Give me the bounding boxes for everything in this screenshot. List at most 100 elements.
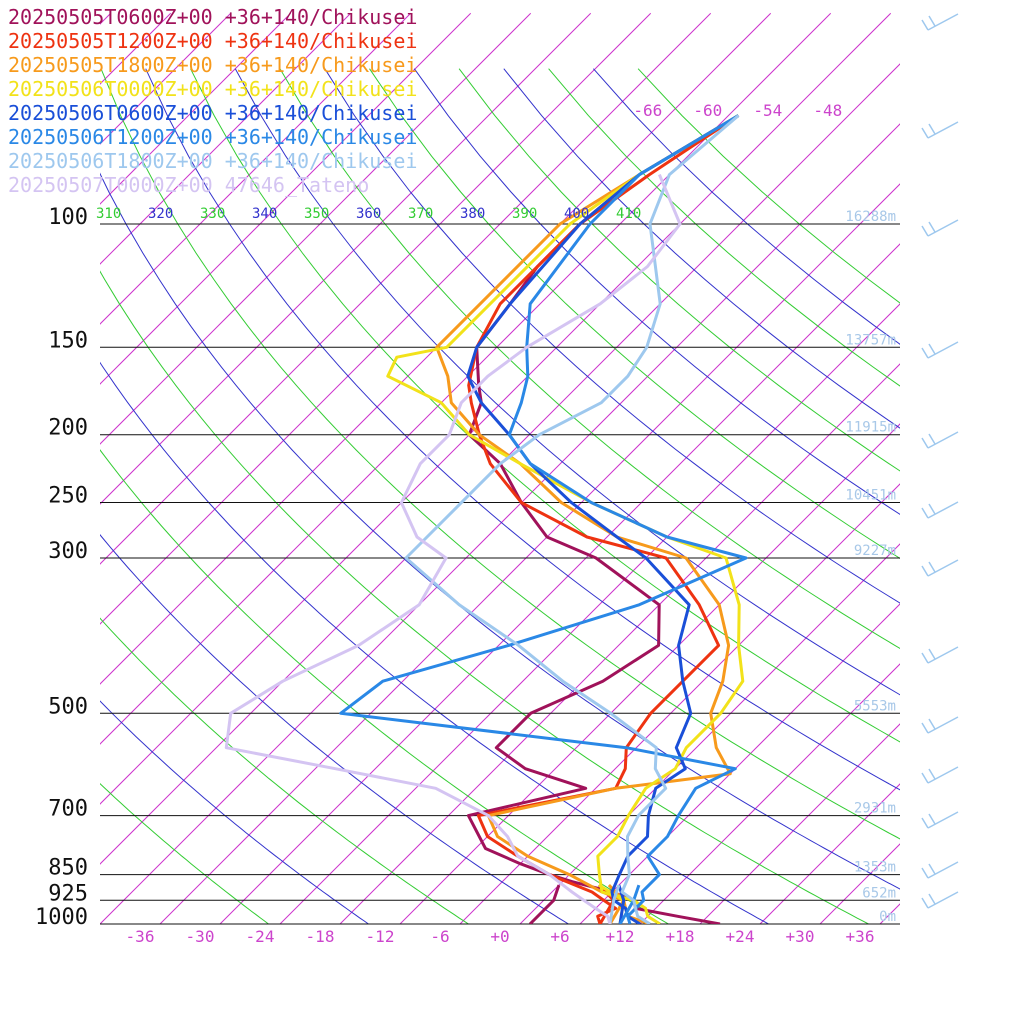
temperature-profile-line: [339, 114, 748, 924]
theta-label: 340: [252, 206, 277, 222]
upper-isotherm-label: -54: [753, 101, 782, 120]
dry-adiabat-line: [100, 361, 770, 924]
dry-adiabat-line: [458, 68, 900, 472]
temperature-profile-line: [386, 114, 745, 924]
theta-label: 310: [96, 206, 121, 222]
upper-isotherm-label: -48: [813, 101, 842, 120]
pressure-label: 700: [48, 797, 88, 822]
dewpoint-profile-line: [608, 884, 621, 924]
isobar-lines: [100, 223, 900, 925]
legend-entry: 20250506T0000Z+00 +36+140/Chikusei: [8, 77, 417, 101]
isotherm-line: [100, 12, 772, 685]
dry-adiabat-line: [100, 449, 670, 924]
dry-adiabat-line: [593, 68, 900, 345]
temperature-tick-label: -6: [430, 927, 449, 946]
legend-entry: 20250507T0000Z+00 47646_Tateno: [8, 173, 369, 197]
isotherm-line: [100, 12, 532, 445]
isotherm-line: [879, 903, 900, 924]
dry-adiabat-line: [324, 68, 900, 604]
dry-adiabat-line: [190, 68, 900, 743]
dry-adiabat-line: [100, 68, 900, 840]
theta-label: 370: [408, 206, 433, 222]
dry-adiabat-line: [100, 617, 470, 924]
legend-entry: 20250505T1800Z+00 +36+140/Chikusei: [8, 53, 417, 77]
temperature-tick-label: -18: [306, 927, 335, 946]
legend-entry: 20250506T0600Z+00 +36+140/Chikusei: [8, 101, 417, 125]
isotherm-line: [519, 543, 900, 924]
pressure-label: 1000: [35, 905, 88, 930]
height-label: 10451m: [845, 488, 896, 504]
pressure-label: 100: [48, 205, 88, 230]
dry-adiabat-line: [145, 68, 900, 791]
pressure-label: 300: [48, 539, 88, 564]
temperature-tick-label: +36: [846, 927, 875, 946]
isotherm-line: [100, 12, 292, 205]
wind-barb-icon: [921, 13, 959, 31]
isotherm-line: [639, 663, 900, 924]
dry-adiabat-line: [369, 68, 900, 559]
dewpoint-profile-line: [617, 884, 626, 924]
isotherm-line: [819, 843, 900, 924]
pressure-label: 850: [48, 856, 88, 881]
height-label: 11915m: [845, 420, 896, 436]
height-label: 9227m: [854, 543, 896, 559]
dry-adiabat-line: [100, 783, 270, 924]
dry-adiabat-line: [413, 68, 900, 515]
theta-label: 380: [460, 206, 485, 222]
height-label: 2931m: [854, 801, 896, 817]
pressure-label: 925: [48, 881, 88, 906]
isotherm-line: [100, 12, 352, 265]
temperature-profile-line: [404, 114, 740, 924]
temperature-tick-label: +6: [550, 927, 569, 946]
isotherm-line: [100, 12, 712, 625]
temperature-tick-label: +24: [726, 927, 755, 946]
dewpoint-profile-line: [528, 884, 561, 924]
dry-adiabat-line: [100, 270, 870, 924]
isotherm-line: [279, 303, 900, 924]
pressure-label: 200: [48, 416, 88, 441]
isotherm-line: [159, 183, 900, 924]
temperature-tick-label: +12: [606, 927, 635, 946]
dry-adiabat-line: [100, 700, 370, 924]
dry-adiabat-line: [279, 68, 900, 650]
dry-adiabat-line: [234, 68, 900, 696]
temperature-tick-label: +30: [786, 927, 815, 946]
background-grid: [100, 12, 1024, 924]
height-label: 1353m: [854, 860, 896, 876]
theta-label: 400: [564, 206, 589, 222]
legend-entry: 20250505T1200Z+00 +36+140/Chikusei: [8, 29, 417, 53]
wind-barb-icon: [921, 766, 959, 784]
height-label: 16288m: [845, 209, 896, 225]
upper-isotherm-label: -60: [693, 101, 722, 120]
temperature-tick-label: +0: [490, 927, 509, 946]
dry-adiabat-line: [100, 534, 570, 924]
theta-label: 390: [512, 206, 537, 222]
dry-adiabat-line: [548, 68, 900, 387]
theta-label: 330: [200, 206, 225, 222]
isotherm-line: [100, 12, 892, 805]
isotherm-line: [100, 12, 412, 325]
theta-label: 360: [356, 206, 381, 222]
temperature-tick-label: -36: [126, 927, 155, 946]
isotherm-line: [219, 243, 900, 924]
legend: 20250505T0600Z+00 +36+140/Chikusei202505…: [8, 5, 417, 197]
height-label: 5553m: [854, 698, 896, 714]
wind-barb-icon: [921, 891, 959, 909]
legend-entry: 20250506T1800Z+00 +36+140/Chikusei: [8, 149, 417, 173]
isotherm-line: [100, 12, 652, 565]
temperature-profile-line: [224, 174, 682, 924]
dry-adiabat-line: [503, 68, 900, 429]
temperature-tick-label: -24: [246, 927, 275, 946]
sounding-profiles: [224, 114, 748, 924]
isotherm-line: [100, 12, 472, 385]
temperature-profile-line: [435, 114, 740, 924]
temperature-profile-line: [467, 114, 740, 924]
wind-barb-icon: [921, 501, 959, 519]
legend-entry: 20250505T0600Z+00 +36+140/Chikusei: [8, 5, 417, 29]
axis-labels: 100 16288m 150 13757m 200 11915m 250 10451m 300 9…: [35, 101, 896, 946]
wind-barb-icon: [921, 219, 959, 237]
isotherm-line: [940, 13, 1024, 924]
isotherm-line: [100, 123, 900, 924]
wind-barb-icon: [921, 121, 959, 139]
